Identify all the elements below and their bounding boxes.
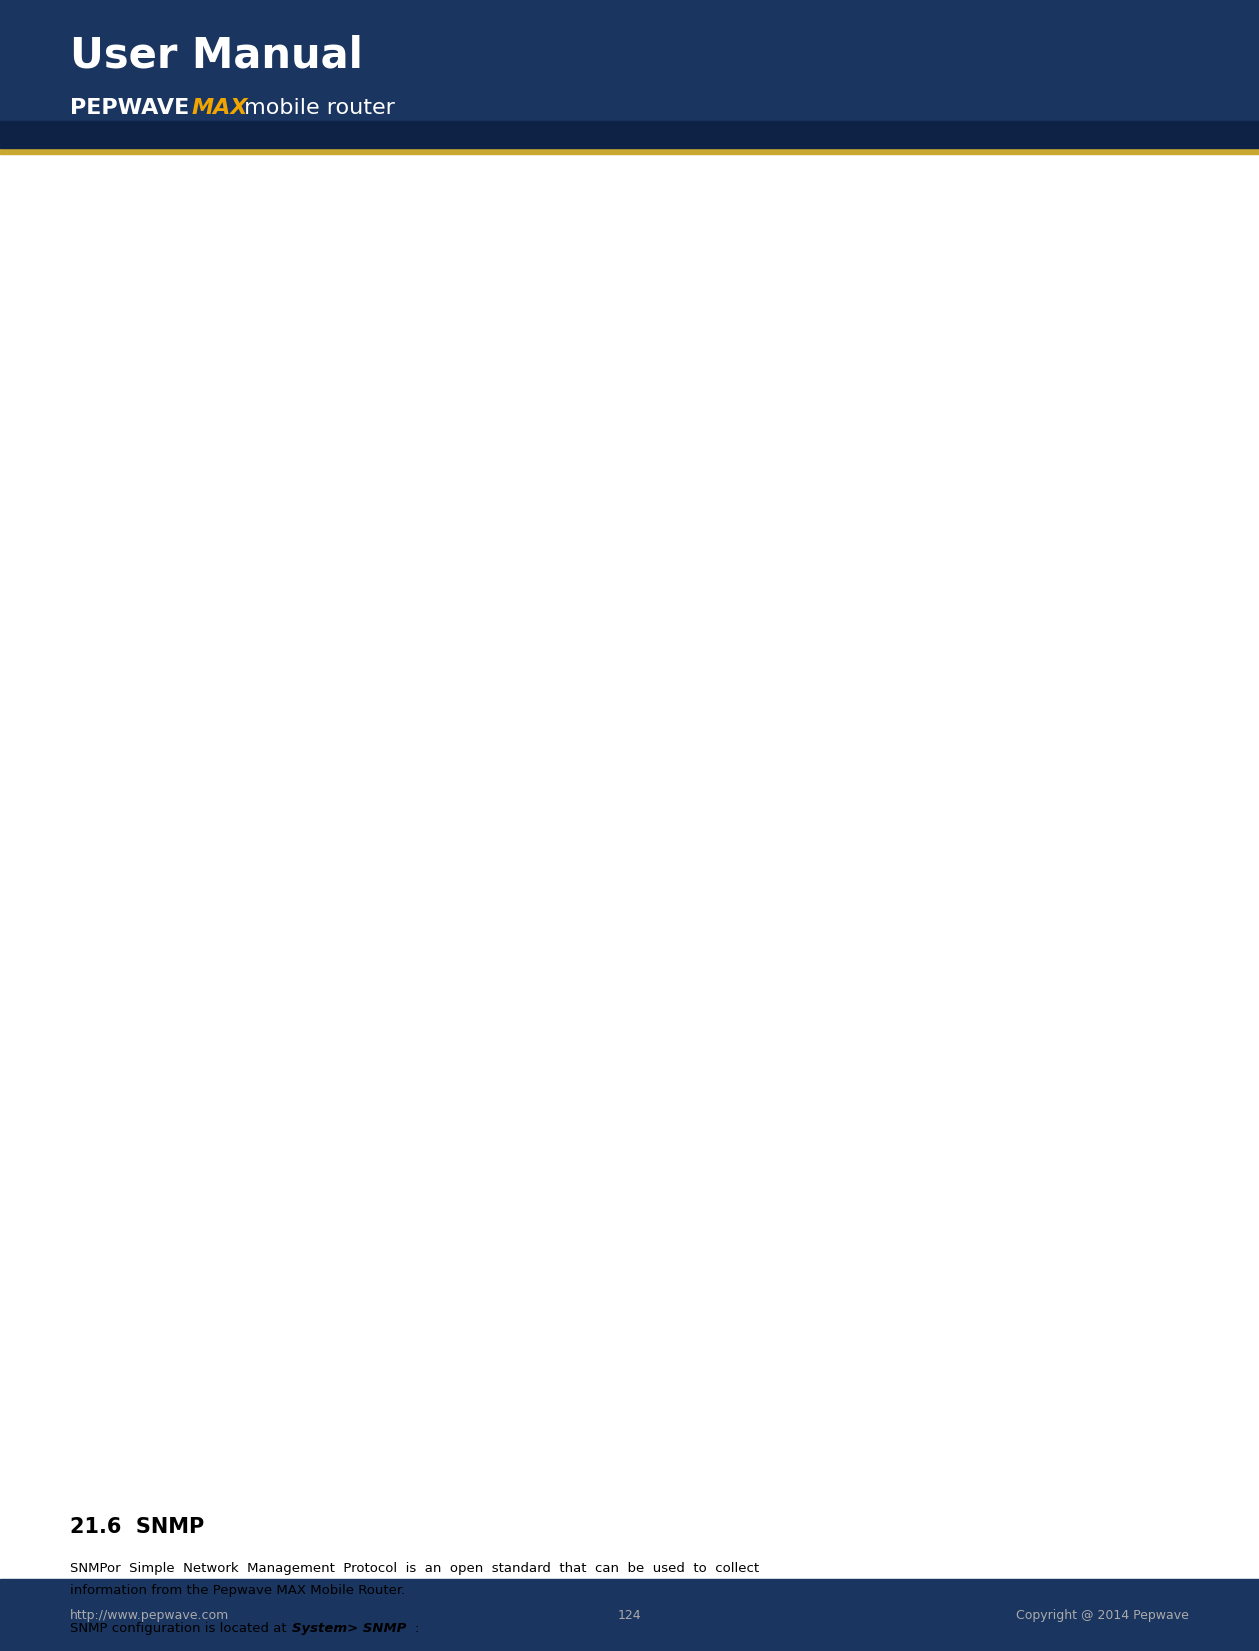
Bar bbox=[0, 149, 1259, 154]
Text: MAX: MAX bbox=[193, 97, 248, 117]
Text: User Manual: User Manual bbox=[71, 35, 363, 76]
Text: System> SNMP: System> SNMP bbox=[292, 1621, 407, 1634]
Text: SNMP configuration is located at: SNMP configuration is located at bbox=[71, 1621, 287, 1634]
Text: :: : bbox=[415, 1621, 419, 1634]
Text: 21.6  SNMP: 21.6 SNMP bbox=[71, 1517, 204, 1537]
Text: Copyright @ 2014 Pepwave: Copyright @ 2014 Pepwave bbox=[1016, 1608, 1188, 1621]
Bar bbox=[0, 122, 1259, 149]
Text: information from the Pepwave MAX Mobile Router.: information from the Pepwave MAX Mobile … bbox=[71, 1583, 405, 1597]
Text: PEPWAVE: PEPWAVE bbox=[71, 97, 196, 117]
Text: 124: 124 bbox=[617, 1608, 641, 1621]
Bar bbox=[0, 0, 1259, 149]
Bar bbox=[0, 1578, 1259, 1651]
Text: mobile router: mobile router bbox=[237, 97, 395, 117]
Text: http://www.pepwave.com: http://www.pepwave.com bbox=[71, 1608, 229, 1621]
Text: SNMPor  Simple  Network  Management  Protocol  is  an  open  standard  that  can: SNMPor Simple Network Management Protoco… bbox=[71, 1562, 759, 1575]
